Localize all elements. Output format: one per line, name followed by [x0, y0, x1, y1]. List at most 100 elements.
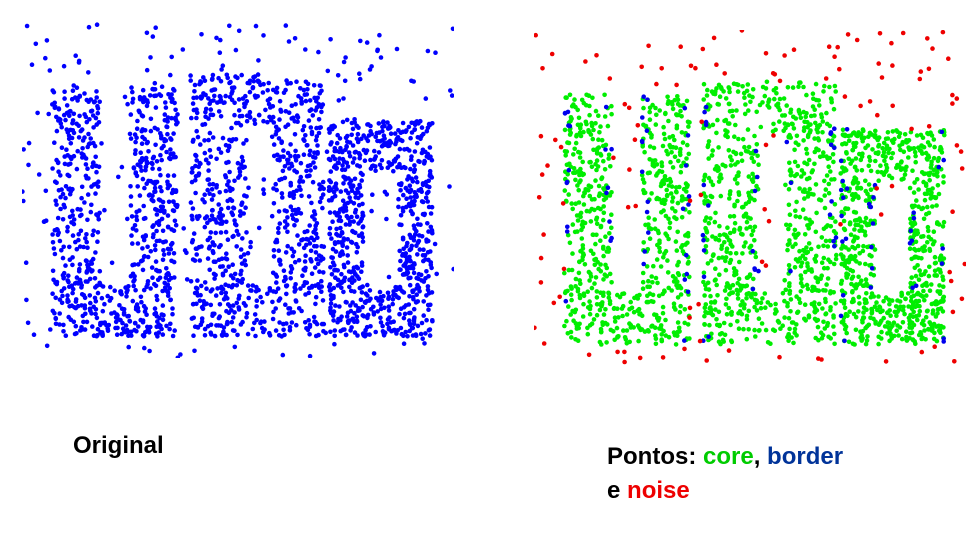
core-point — [665, 151, 671, 157]
original-point — [31, 332, 37, 338]
original-point — [140, 127, 145, 132]
original-point — [63, 195, 68, 201]
original-point — [64, 103, 70, 108]
original-point — [155, 319, 160, 324]
original-point — [24, 23, 30, 29]
core-point — [737, 259, 742, 265]
original-point — [205, 256, 211, 261]
core-point — [674, 125, 680, 131]
core-point — [729, 309, 734, 315]
original-point — [280, 168, 286, 174]
core-point — [831, 106, 837, 112]
core-point — [581, 252, 586, 258]
core-point — [792, 326, 798, 332]
original-point — [171, 208, 177, 214]
core-point — [609, 280, 614, 285]
core-point — [823, 288, 828, 293]
original-point — [193, 163, 198, 169]
core-point — [858, 329, 863, 335]
original-point — [332, 333, 338, 339]
core-point — [899, 336, 905, 342]
original-point — [53, 316, 59, 322]
original-point — [144, 30, 150, 36]
original-point — [83, 236, 88, 241]
core-point — [647, 170, 652, 175]
original-point — [227, 169, 232, 175]
core-point — [572, 146, 577, 152]
core-point — [753, 254, 759, 260]
core-point — [808, 128, 813, 133]
original-point — [354, 123, 360, 129]
original-point — [151, 232, 156, 237]
core-point — [908, 298, 914, 304]
border-point — [703, 104, 709, 110]
original-point — [353, 230, 358, 236]
original-point — [252, 312, 258, 317]
original-point — [128, 184, 133, 189]
core-point — [727, 89, 732, 95]
core-point — [580, 219, 585, 225]
original-point — [327, 210, 333, 215]
original-point — [154, 212, 160, 217]
original-point — [256, 112, 262, 118]
core-point — [825, 276, 831, 281]
core-point — [752, 197, 757, 203]
core-point — [780, 323, 785, 329]
core-point — [841, 133, 846, 138]
original-point — [420, 182, 426, 188]
core-point — [752, 238, 757, 243]
core-point — [591, 317, 597, 322]
original-point — [280, 154, 286, 159]
original-point — [261, 177, 267, 182]
original-point — [163, 239, 168, 244]
core-point — [568, 329, 574, 335]
core-point — [911, 219, 917, 225]
core-point — [884, 165, 890, 171]
original-point — [285, 229, 290, 235]
original-point — [137, 193, 143, 198]
original-point — [450, 26, 454, 32]
core-point — [780, 113, 785, 118]
core-point — [834, 252, 839, 258]
original-point — [330, 154, 336, 159]
core-point — [592, 257, 597, 263]
original-point — [311, 154, 316, 160]
core-point — [735, 89, 741, 94]
original-point — [428, 174, 434, 179]
original-point — [202, 121, 208, 127]
core-point — [793, 241, 798, 247]
original-point — [242, 104, 247, 110]
original-point — [411, 306, 417, 312]
core-point — [931, 229, 937, 234]
original-point — [240, 158, 246, 164]
original-point — [359, 178, 365, 183]
core-point — [596, 266, 601, 272]
original-point — [142, 97, 148, 102]
core-point — [889, 155, 894, 161]
original-point — [213, 293, 219, 298]
original-point — [343, 208, 349, 213]
core-point — [649, 299, 654, 304]
core-point — [673, 342, 679, 347]
core-point — [658, 326, 664, 332]
core-point — [726, 305, 732, 311]
core-point — [798, 115, 804, 121]
core-point — [739, 158, 745, 163]
original-point — [171, 131, 176, 136]
core-point — [592, 281, 597, 286]
original-point — [412, 149, 418, 154]
core-point — [842, 305, 848, 311]
original-point — [125, 101, 130, 107]
original-point — [97, 268, 103, 274]
original-point — [62, 154, 67, 159]
original-point — [156, 197, 162, 202]
original-point — [343, 332, 349, 338]
core-point — [826, 257, 831, 262]
original-point — [297, 184, 302, 189]
original-point — [58, 121, 64, 126]
original-point — [245, 250, 251, 256]
original-point — [181, 226, 186, 231]
core-point — [896, 134, 902, 139]
original-point — [330, 260, 336, 265]
legend-caption: Pontos: core, border e noise — [607, 440, 937, 508]
